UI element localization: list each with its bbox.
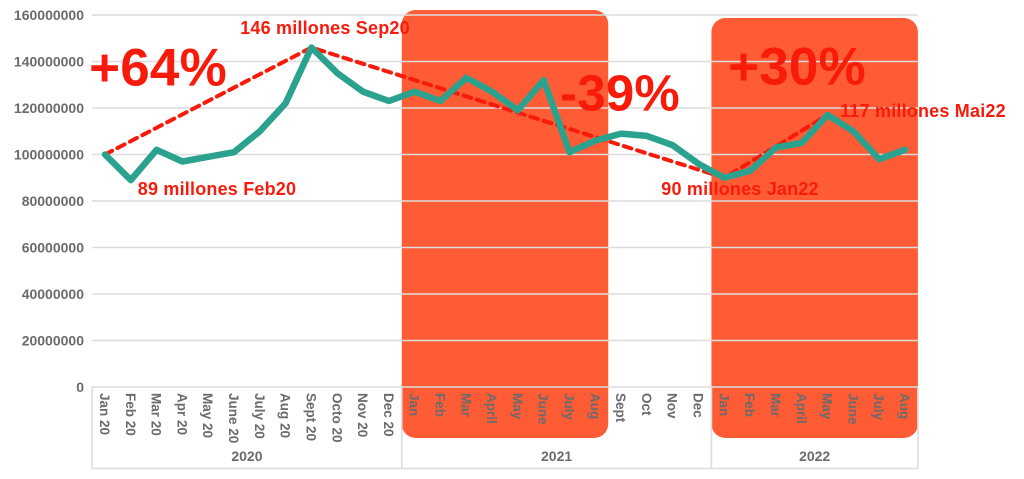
month-label-2020-Octo20: Octo 20: [329, 393, 344, 443]
month-label-2020-July20: July 20: [252, 393, 267, 439]
month-label-2022-Jan: Jan: [716, 393, 731, 416]
y-tick-label-80000000: 80000000: [22, 193, 85, 209]
highlight-band-2022: [711, 18, 918, 438]
month-label-2021-Aug: Aug: [587, 393, 602, 419]
y-axis-labels-layer: 160000000 140000000 120000000 100000000 8000…: [14, 7, 84, 395]
y-tick-label-140000000: 140000000: [14, 54, 84, 70]
year-label-2022: 2022: [799, 448, 830, 464]
month-label-2021-July: July: [562, 393, 577, 421]
year-label-2021: 2021: [541, 448, 572, 464]
annotation-growth-2022: +30%: [728, 37, 866, 97]
month-label-2020-Aug20: Aug 20: [278, 393, 293, 438]
month-label-2020-Apr20: Apr 20: [174, 393, 189, 435]
month-label-2020-Sept20: Sept 20: [303, 393, 318, 441]
annotation-growth-2020: +64%: [89, 38, 227, 98]
data-line-layer: [101, 44, 909, 184]
month-label-2020-Feb20: Feb 20: [123, 393, 138, 436]
annotation-peak-mai22: 117 millones Mai22: [840, 101, 1006, 121]
x-axis-month-labels: Jan 20 Feb 20 Mar 20 Apr 20 May 20 June 20 Jul…: [97, 393, 912, 443]
month-label-2021-Sept: Sept: [613, 393, 628, 423]
month-label-2021-Feb: Feb: [433, 393, 448, 417]
month-label-2022-May: May: [820, 393, 835, 420]
y-tick-label-0: 0: [76, 379, 84, 395]
y-tick-label-120000000: 120000000: [14, 100, 84, 116]
month-label-2022-April: April: [794, 393, 809, 424]
month-label-2020-June20: June 20: [226, 393, 241, 443]
x-axis-year-labels: 2020 2021 2022: [231, 448, 830, 464]
annotation-peak-sep20: 146 millones Sep20: [240, 18, 410, 38]
data-line: [101, 44, 909, 184]
month-label-2021-Jan: Jan: [407, 393, 422, 416]
month-label-2021-May: May: [510, 393, 525, 420]
annotation-decline-2021: -39%: [560, 64, 680, 122]
month-label-2021-Dec: Dec: [691, 393, 706, 418]
month-label-2021-June: June: [536, 393, 551, 425]
month-label-2021-Nov: Nov: [665, 393, 680, 419]
annotation-low-feb20: 89 millones Feb20: [137, 179, 297, 199]
month-label-2021-Oct: Oct: [639, 393, 654, 416]
month-label-2022-Aug: Aug: [897, 393, 912, 419]
y-tick-label-100000000: 100000000: [14, 147, 84, 163]
gridlines-layer: [92, 14, 918, 388]
year-label-2020: 2020: [231, 448, 262, 464]
month-label-2022-Feb: Feb: [742, 393, 757, 417]
y-tick-label-20000000: 20000000: [22, 333, 85, 349]
axis-frame-layer: [91, 387, 919, 470]
month-label-2021-April: April: [484, 393, 499, 424]
month-label-2020-Jan20: Jan 20: [97, 393, 112, 435]
month-label-2022-Mar: Mar: [768, 393, 783, 418]
y-tick-label-40000000: 40000000: [22, 286, 85, 302]
month-label-2021-Mar: Mar: [458, 393, 473, 418]
month-label-2020-Nov20: Nov 20: [355, 393, 370, 437]
month-label-2020-May20: May 20: [200, 393, 215, 438]
month-label-2020-Mar20: Mar 20: [149, 393, 164, 436]
y-tick-label-60000000: 60000000: [22, 240, 85, 256]
annotation-low-jan22: 90 millones Jan22: [661, 179, 819, 199]
y-tick-label-160000000: 160000000: [14, 7, 84, 23]
month-label-2022-July: July: [871, 393, 886, 421]
month-label-2022-June: June: [845, 393, 860, 425]
month-label-2020-Dec20: Dec 20: [381, 393, 396, 437]
